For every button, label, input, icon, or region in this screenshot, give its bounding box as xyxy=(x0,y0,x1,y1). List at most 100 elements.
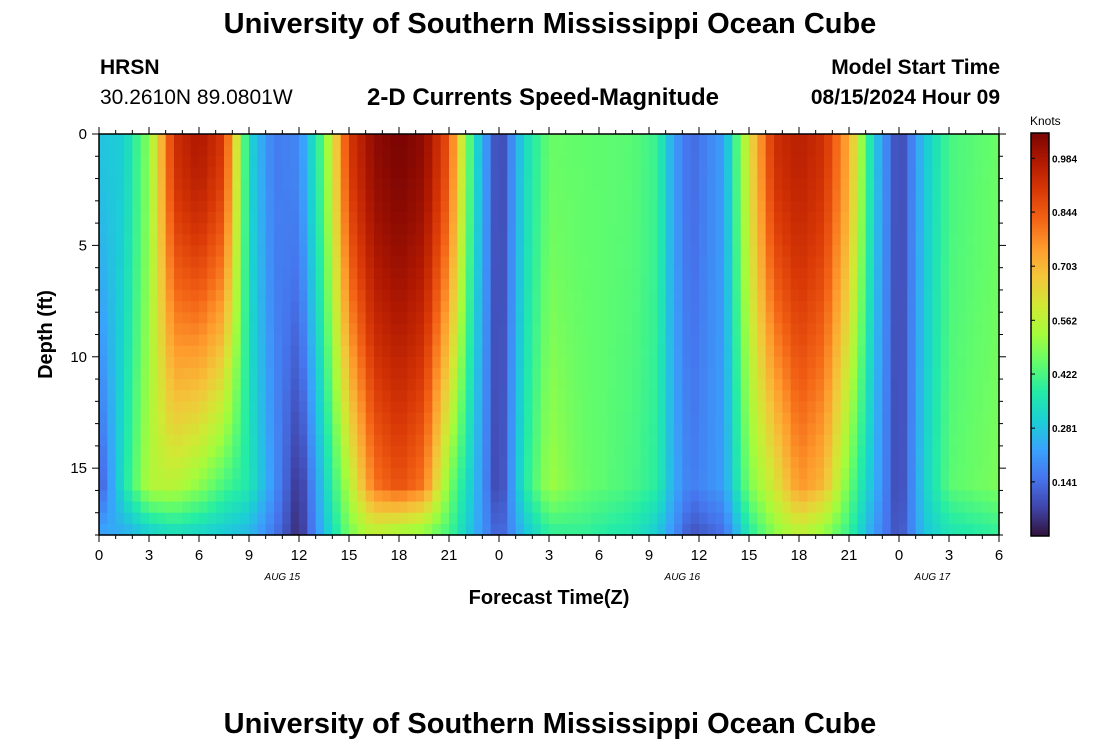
heatmap-cell xyxy=(432,189,442,202)
heatmap-cell xyxy=(932,401,942,414)
heatmap-cell xyxy=(674,167,683,180)
heatmap-cell xyxy=(499,445,508,458)
heatmap-cell xyxy=(699,345,708,358)
heatmap-cell xyxy=(540,423,550,436)
heatmap-cell xyxy=(107,345,117,358)
heatmap-cell xyxy=(865,167,875,180)
heatmap-cell xyxy=(182,523,192,536)
heatmap-cell xyxy=(615,234,625,246)
heatmap-cell xyxy=(715,245,725,258)
heatmap-cell xyxy=(465,367,475,380)
heatmap-cell xyxy=(465,245,475,258)
heatmap-cell xyxy=(832,379,842,391)
heatmap-cell xyxy=(449,512,458,525)
heatmap-cell xyxy=(965,156,975,169)
heatmap-cell xyxy=(882,134,892,146)
heatmap-cell xyxy=(574,256,583,269)
heatmap-cell xyxy=(374,523,383,536)
heatmap-cell xyxy=(290,223,300,235)
heatmap-cell xyxy=(674,434,683,447)
heatmap-cell xyxy=(307,278,317,291)
heatmap-cell xyxy=(257,189,267,202)
heatmap-cell xyxy=(474,445,483,458)
heatmap-cell xyxy=(582,223,592,235)
heatmap-cell xyxy=(707,512,717,525)
heatmap-cell xyxy=(157,512,167,525)
heatmap-cell xyxy=(657,334,667,347)
heatmap-cell xyxy=(274,134,283,146)
heatmap-cell xyxy=(474,278,483,291)
heatmap-cell xyxy=(740,479,750,492)
heatmap-cell xyxy=(749,134,758,146)
heatmap-cell xyxy=(199,390,208,402)
heatmap-cell xyxy=(815,245,825,258)
heatmap-cell xyxy=(165,234,175,246)
heatmap-cell xyxy=(740,234,750,246)
heatmap-cell xyxy=(432,211,442,224)
heatmap-cell xyxy=(890,434,900,447)
heatmap-cell xyxy=(832,401,842,414)
heatmap-cell xyxy=(499,156,508,169)
heatmap-cell xyxy=(449,490,458,503)
heatmap-cell xyxy=(865,256,875,269)
heatmap-cell xyxy=(840,479,850,492)
heatmap-cell xyxy=(432,223,442,235)
heatmap-cell xyxy=(357,223,367,235)
heatmap-cell xyxy=(440,301,450,313)
heatmap-cell xyxy=(940,390,950,402)
heatmap-cell xyxy=(940,434,950,447)
heatmap-cell xyxy=(899,312,908,324)
heatmap-cell xyxy=(590,434,600,447)
heatmap-cell xyxy=(165,211,175,224)
heatmap-cell xyxy=(282,223,292,235)
heatmap-cell xyxy=(174,156,183,169)
heatmap-cell xyxy=(207,134,217,146)
heatmap-cell xyxy=(165,512,175,525)
heatmap-cell xyxy=(99,412,108,425)
heatmap-cell xyxy=(315,423,325,436)
heatmap-cell xyxy=(474,423,483,436)
heatmap-cell xyxy=(765,312,775,324)
heatmap-cell xyxy=(324,479,333,492)
heatmap-cell xyxy=(149,134,158,146)
heatmap-cell xyxy=(640,234,650,246)
heatmap-cell xyxy=(940,523,950,536)
heatmap-cell xyxy=(215,211,225,224)
heatmap-cell xyxy=(465,178,475,191)
heatmap-cell xyxy=(732,178,742,191)
heatmap-cell xyxy=(482,390,492,402)
heatmap-cell xyxy=(574,457,583,469)
heatmap-cell xyxy=(532,278,542,291)
heatmap-cell xyxy=(724,189,733,202)
heatmap-cell xyxy=(140,145,150,157)
heatmap-cell xyxy=(690,278,700,291)
colorbar-units-label: Knots xyxy=(1030,114,1061,128)
heatmap-cell xyxy=(824,200,833,213)
heatmap-cell xyxy=(749,267,758,280)
heatmap-cell xyxy=(274,434,283,447)
heatmap-cell xyxy=(749,167,758,180)
heatmap-cell xyxy=(457,189,467,202)
heatmap-cell xyxy=(807,189,817,202)
heatmap-cell xyxy=(107,457,117,469)
heatmap-cell xyxy=(332,289,342,302)
heatmap-cell xyxy=(499,301,508,313)
heatmap-cell xyxy=(165,434,175,447)
heatmap-cell xyxy=(499,501,508,514)
heatmap-cell xyxy=(174,167,183,180)
heatmap-cell xyxy=(232,145,242,157)
heatmap-cell xyxy=(365,256,375,269)
heatmap-cell xyxy=(974,200,983,213)
heatmap-cell xyxy=(574,501,583,514)
heatmap-cell xyxy=(724,156,733,169)
heatmap-cell xyxy=(165,178,175,191)
heatmap-cell xyxy=(932,145,942,157)
heatmap-cell xyxy=(565,434,575,447)
heatmap-cell xyxy=(649,367,658,380)
heatmap-cell xyxy=(332,445,342,458)
heatmap-cell xyxy=(190,468,200,480)
heatmap-cell xyxy=(640,501,650,514)
heatmap-cell xyxy=(649,256,658,269)
heatmap-cell xyxy=(199,445,208,458)
heatmap-cell xyxy=(807,145,817,157)
